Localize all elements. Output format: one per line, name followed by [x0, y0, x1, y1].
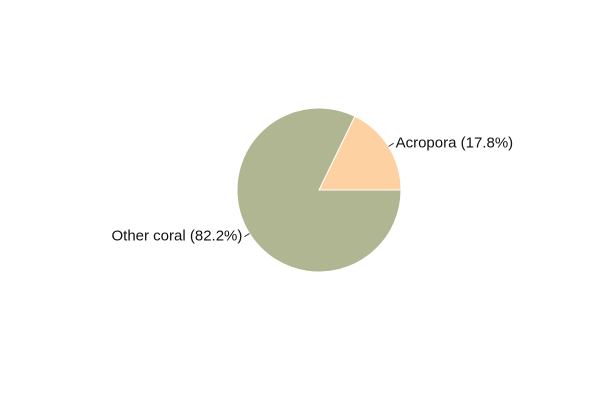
- pie-slice-other-coral: [236, 107, 402, 273]
- slice-label-other-coral: Other coral (82.2%): [112, 228, 243, 245]
- pie-labels: Acropora (17.8%) Other coral (82.2%): [112, 134, 514, 244]
- leader-line-acropora: [388, 142, 394, 147]
- pie-slices: [236, 107, 402, 273]
- leader-line-other-coral: [244, 233, 250, 238]
- slice-label-acropora: Acropora (17.8%): [396, 134, 514, 151]
- pie-slice-acropora: [318, 115, 402, 191]
